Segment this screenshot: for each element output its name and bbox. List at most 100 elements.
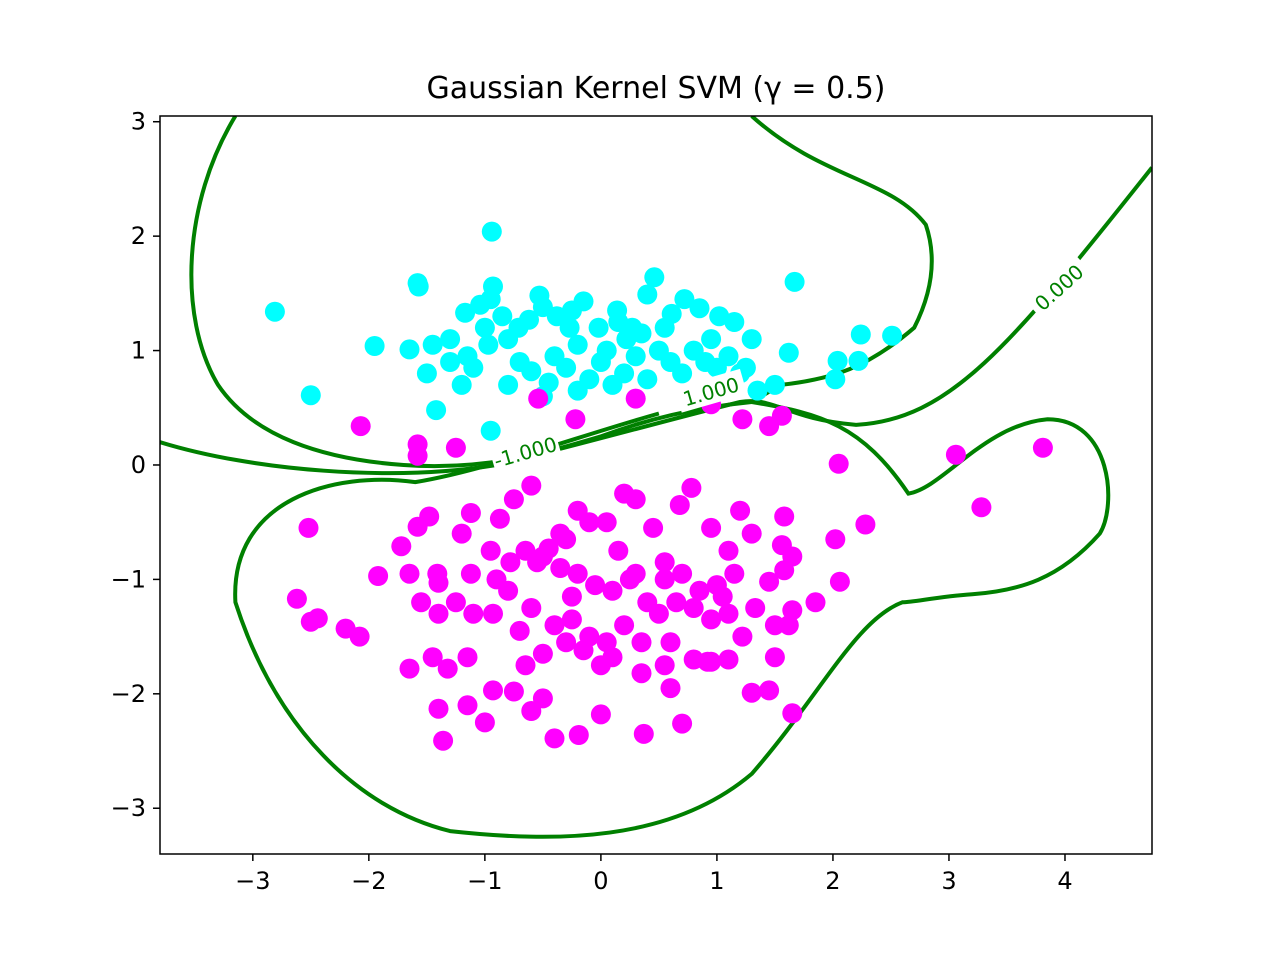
contour-label-bg-1 <box>674 368 748 413</box>
scatter-point-s0-81 <box>608 312 629 332</box>
scatter-point-s1-122 <box>590 704 611 725</box>
scatter-point-s1-93 <box>764 615 785 636</box>
scatter-point-s1-52 <box>500 552 521 573</box>
scatter-point-s0-69 <box>567 334 588 355</box>
scatter-point-s1-30 <box>625 489 646 510</box>
scatter-point-s0-36 <box>399 339 420 360</box>
scatter-point-s0-79 <box>457 346 478 367</box>
scatter-point-s0-80 <box>561 300 582 321</box>
contour-label-bg-0 <box>1024 254 1093 320</box>
scatter-point-s1-75 <box>428 603 449 624</box>
scatter-point-s0-4 <box>408 276 429 297</box>
scatter-point-s0-48 <box>579 369 600 390</box>
scatter-point-s1-5 <box>565 409 586 430</box>
y-tick-label-6: 3 <box>131 108 146 136</box>
scatter-point-s1-102 <box>532 643 553 664</box>
scatter-point-s1-31 <box>643 517 664 538</box>
scatter-point-s0-5 <box>422 334 443 355</box>
scatter-point-s1-90 <box>718 603 739 624</box>
scatter-point-s0-72 <box>631 323 652 344</box>
scatter-point-s1-134 <box>625 563 646 584</box>
contour-level-0.000-path-1 <box>233 400 1111 839</box>
scatter-point-s1-138 <box>550 523 571 544</box>
scatter-point-s1-87 <box>666 592 687 613</box>
scatter-point-s0-76 <box>701 329 722 350</box>
scatter-point-s1-106 <box>602 647 623 668</box>
contour-label-bg-2 <box>488 429 562 474</box>
contour-level-1.000-path-0 <box>189 116 934 469</box>
scatter-point-s1-19 <box>460 503 481 523</box>
x-tick-label-5: 2 <box>825 867 840 895</box>
scatter-point-s1-89 <box>701 609 722 630</box>
scatter-point-s0-46 <box>556 357 577 378</box>
scatter-point-s1-32 <box>654 552 675 573</box>
scatter-point-s0-63 <box>764 374 785 395</box>
x-tick-label-0: −3 <box>235 867 270 895</box>
scatter-point-s1-136 <box>660 632 681 653</box>
scatter-point-s1-6 <box>625 388 646 409</box>
y-axis: −3 −2 −1 0 1 2 3 <box>111 108 160 822</box>
plot-frame <box>159 115 1153 855</box>
scatter-point-s0-25 <box>644 267 665 288</box>
scatter-point-s0-7 <box>455 302 476 323</box>
scatter-point-s1-97 <box>399 658 420 679</box>
scatter-point-s1-37 <box>730 500 751 521</box>
scatter-point-s0-40 <box>480 420 501 441</box>
scatter-point-s1-80 <box>544 615 565 636</box>
scatter-point-s1-61 <box>654 569 675 590</box>
scatter-point-s0-8 <box>481 221 502 242</box>
scatter-point-s1-68 <box>829 571 850 592</box>
scatter-point-s1-77 <box>483 603 503 624</box>
scatter-point-s0-1 <box>300 385 321 406</box>
scatter-point-s1-94 <box>778 615 799 636</box>
scatter-point-s1-124 <box>672 713 693 734</box>
scatter-point-s0-11 <box>470 294 491 315</box>
scatter-point-s1-103 <box>556 632 577 653</box>
scatter-point-s1-22 <box>503 489 524 510</box>
scatter-point-s1-120 <box>544 728 565 749</box>
scatter-point-s1-21 <box>489 508 510 529</box>
scatter-point-s1-71 <box>307 608 328 629</box>
scatter-point-s0-30 <box>724 312 745 332</box>
scatter-point-s0-53 <box>637 369 658 390</box>
scatter-point-s1-34 <box>681 477 702 498</box>
scatter-point-s0-60 <box>718 346 739 367</box>
scatter-point-s1-0 <box>350 416 371 437</box>
scatter-point-s1-85 <box>631 632 652 653</box>
scatter-point-s1-27 <box>579 512 600 533</box>
scatter-point-s1-74 <box>411 592 432 613</box>
scatter-point-s1-130 <box>474 712 495 733</box>
scatter-point-s1-17 <box>419 506 440 527</box>
scatter-point-s1-132 <box>527 552 548 573</box>
contour-layer <box>160 116 1152 839</box>
scatter-point-s1-113 <box>764 647 785 668</box>
scatter-point-s0-33 <box>850 324 871 345</box>
scatter-point-s1-114 <box>428 698 449 719</box>
scatter-point-s1-45 <box>368 566 389 586</box>
scatter-point-s1-36 <box>718 540 739 561</box>
scatter-point-s1-2 <box>407 445 428 466</box>
scatter-point-s1-63 <box>689 580 710 601</box>
scatter-point-s0-28 <box>689 298 710 319</box>
scatter-point-s0-27 <box>674 289 695 310</box>
scatter-point-s1-92 <box>745 598 766 618</box>
scatter-point-s1-109 <box>660 678 681 699</box>
scatter-point-s1-23 <box>521 475 542 496</box>
scatter-point-s0-19 <box>559 317 580 338</box>
scatter-point-s0-71 <box>616 329 637 350</box>
scatter-point-s1-107 <box>631 663 652 684</box>
scatter-point-s1-128 <box>782 703 803 724</box>
scatter-point-s0-51 <box>614 363 635 384</box>
scatter-point-s1-137 <box>712 586 733 607</box>
y-tick-label-4: 1 <box>131 337 146 365</box>
scatter-point-s1-35 <box>701 517 722 538</box>
scatter-points <box>264 221 1053 751</box>
scatter-point-s0-70 <box>596 340 617 361</box>
scatter-point-s1-39 <box>774 506 795 527</box>
scatter-point-s0-31 <box>741 329 762 350</box>
scatter-point-s1-12 <box>945 444 966 465</box>
scatter-point-s1-20 <box>480 540 501 561</box>
scatter-point-s0-37 <box>440 352 461 372</box>
scatter-point-s1-129 <box>433 730 454 751</box>
